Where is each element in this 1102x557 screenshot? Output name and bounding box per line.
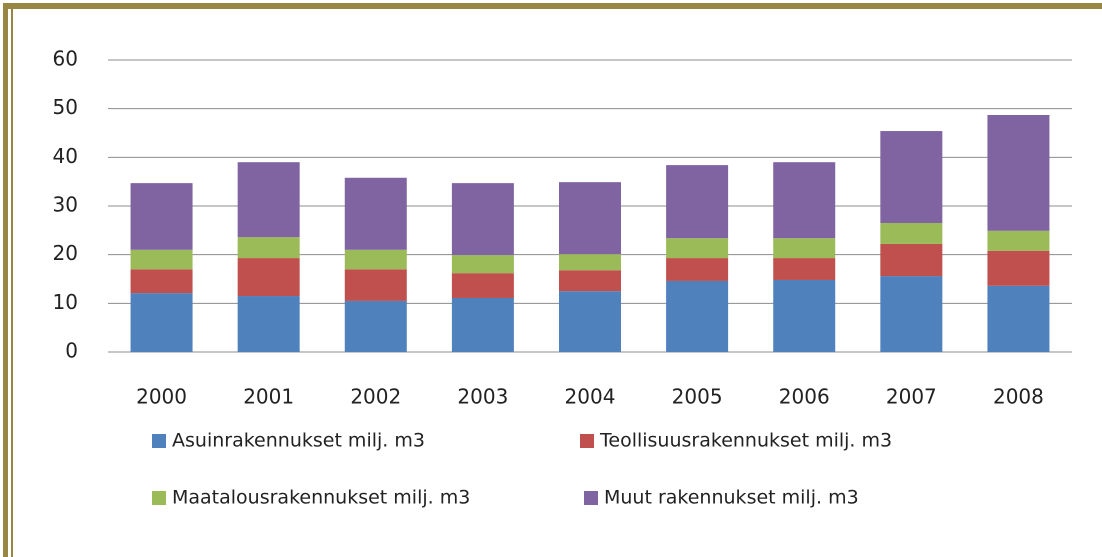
bar-segment — [773, 258, 836, 280]
x-tick-label: 2004 — [565, 385, 616, 409]
bar-segment — [130, 183, 193, 250]
bar-segment — [987, 285, 1050, 352]
legend-swatch — [152, 491, 166, 505]
legend-swatch — [580, 434, 594, 448]
bar-segment — [237, 258, 300, 297]
y-tick-label: 0 — [65, 339, 78, 363]
y-tick-label: 20 — [53, 241, 78, 265]
bar-segment — [987, 114, 1050, 231]
bar-segment — [666, 165, 729, 239]
x-tick-label: 2007 — [886, 385, 937, 409]
x-tick-label: 2006 — [779, 385, 830, 409]
y-tick-label: 60 — [53, 47, 78, 71]
bar-segment — [559, 291, 621, 352]
legend-label: Teollisuusrakennukset milj. m3 — [599, 430, 892, 452]
x-tick-label: 2001 — [243, 385, 294, 409]
bar-segment — [559, 182, 621, 255]
x-tick-label: 2005 — [672, 385, 723, 409]
bar-segment — [344, 177, 407, 250]
bar-segment — [344, 300, 407, 352]
x-tick-label: 2008 — [993, 385, 1044, 409]
bar-segment — [880, 223, 943, 244]
y-tick-label: 30 — [53, 193, 78, 217]
bar-segment — [880, 243, 943, 277]
y-tick-label: 40 — [53, 144, 78, 168]
legend-swatch — [152, 434, 166, 448]
bar-segment — [987, 250, 1050, 286]
bar-segment — [880, 276, 943, 352]
bar-segment — [773, 279, 836, 352]
frame-left-inner — [11, 9, 13, 557]
bar-segment — [344, 249, 407, 270]
bar-segment — [237, 296, 300, 352]
x-tick-label: 2000 — [136, 385, 187, 409]
legend-label: Maatalousrakennukset milj. m3 — [172, 487, 470, 509]
bar-segment — [451, 297, 514, 352]
bar-segment — [451, 273, 514, 298]
bar-segment — [666, 258, 729, 281]
bar-segment — [666, 280, 729, 352]
bar-segment — [666, 238, 729, 259]
bar-segment — [987, 230, 1050, 251]
bar-segment — [773, 238, 836, 259]
legend-label: Muut rakennukset milj. m3 — [604, 487, 859, 509]
x-tick-label: 2002 — [350, 385, 401, 409]
bar-segment — [344, 269, 407, 301]
bar-segment — [559, 254, 621, 271]
bar-segment — [130, 293, 193, 352]
bar-segment — [880, 131, 943, 224]
bar-segment — [130, 269, 193, 294]
bar-segment — [130, 249, 193, 270]
legend-swatch — [584, 491, 598, 505]
bar-segment — [237, 237, 300, 259]
bar-segment — [237, 162, 300, 238]
y-tick-label: 10 — [53, 290, 78, 314]
bar-segment — [559, 270, 621, 292]
frame-top — [3, 3, 1102, 9]
legend-label: Asuinrakennukset milj. m3 — [172, 430, 425, 452]
bar-segment — [773, 162, 836, 239]
bar-segment — [451, 183, 514, 256]
x-tick-label: 2003 — [457, 385, 508, 409]
bar-segment — [451, 255, 514, 274]
frame-left — [3, 3, 8, 557]
y-tick-label: 50 — [53, 95, 78, 119]
